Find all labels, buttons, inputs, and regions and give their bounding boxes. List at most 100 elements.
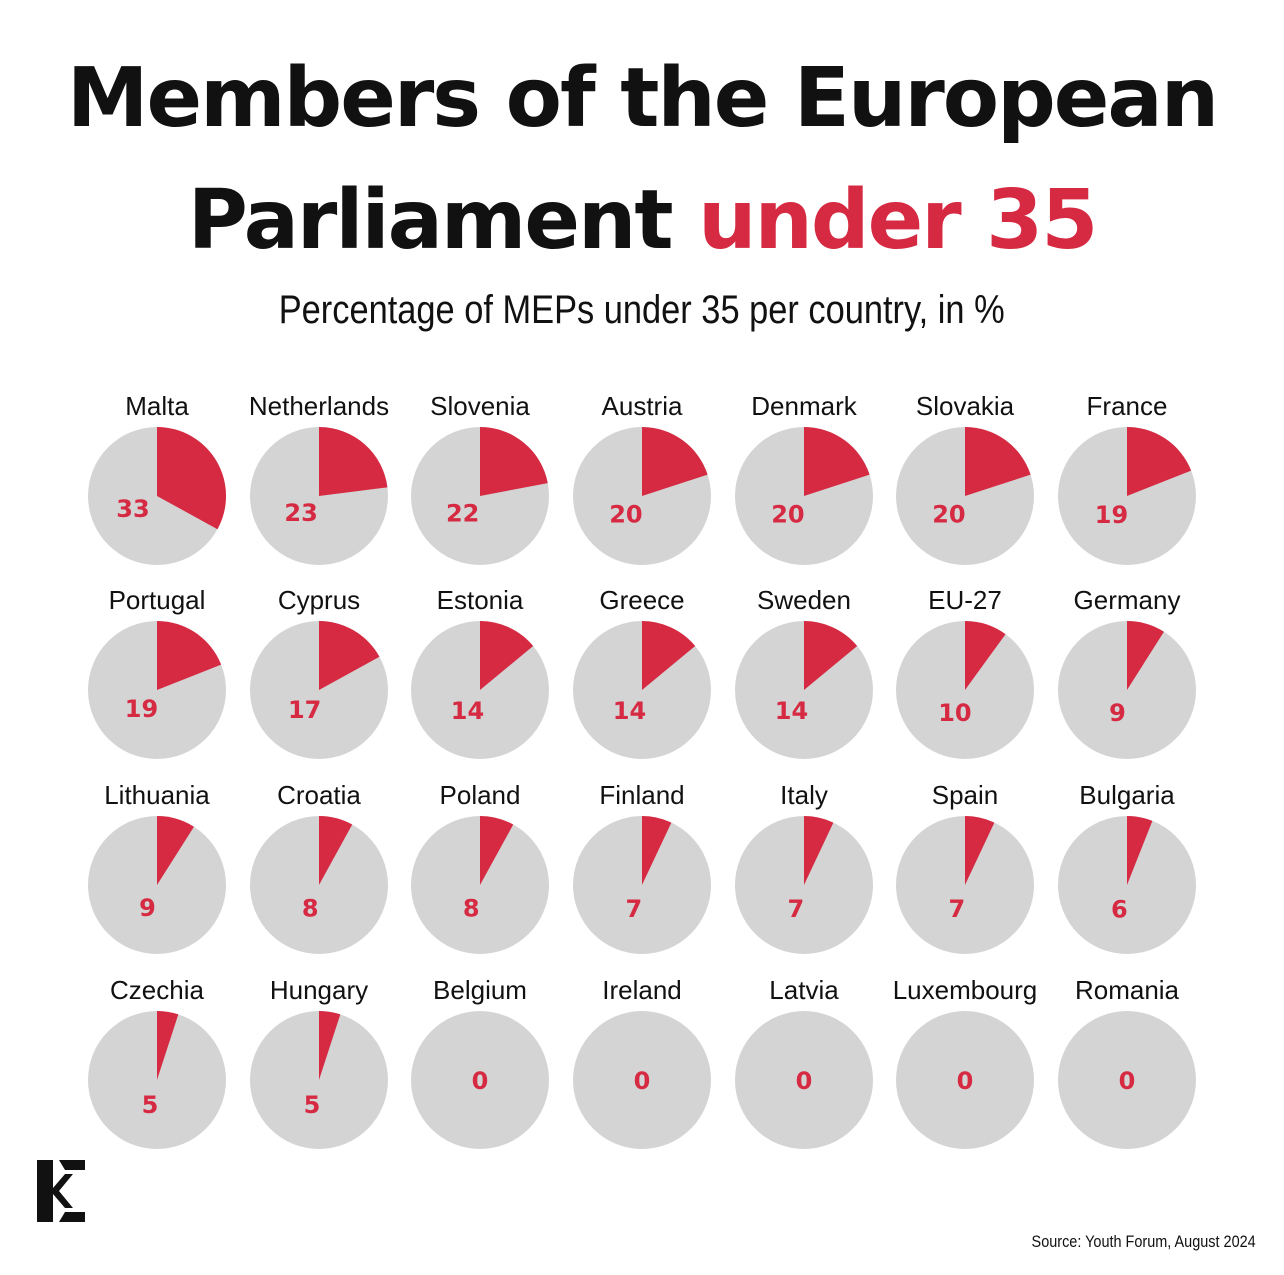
value-label: 14 [613, 697, 646, 725]
publisher-logo: E [35, 1160, 87, 1227]
pie-eu-27: 10 EU-27 [896, 585, 1034, 759]
value-label: 33 [116, 495, 149, 523]
pie-slice-under-35 [157, 816, 194, 885]
pie-bulgaria: 6 Bulgaria [1058, 780, 1196, 954]
value-label: 0 [634, 1067, 651, 1095]
country-label: Germany [1074, 585, 1181, 615]
country-label: Slovenia [430, 391, 530, 421]
value-label: 0 [796, 1067, 813, 1095]
value-label: 14 [451, 697, 484, 725]
title-line2-plain: Parliament [187, 173, 674, 268]
value-label: 20 [932, 501, 965, 529]
value-label: 19 [1095, 501, 1128, 529]
pie-slice-under-35 [319, 1011, 341, 1080]
country-label: Croatia [277, 780, 361, 810]
country-label: Luxembourg [893, 975, 1038, 1005]
country-label: Estonia [437, 585, 524, 615]
pie-sweden: 14 Sweden [735, 585, 873, 759]
pie-slice-under-35 [319, 816, 353, 885]
pie-slice-under-35 [319, 427, 388, 496]
country-label: Hungary [270, 975, 368, 1005]
pie-slice-under-35 [965, 621, 1006, 690]
pie-portugal: 19 Portugal [88, 585, 226, 759]
country-label: Belgium [433, 975, 527, 1005]
pie-background [411, 1011, 549, 1149]
logo-letter: E [35, 1160, 36, 1161]
country-label: Denmark [751, 391, 857, 421]
country-label: Sweden [757, 585, 851, 615]
country-label: Malta [125, 391, 189, 421]
value-label: 14 [775, 697, 808, 725]
value-label: 9 [139, 894, 156, 922]
value-label: 7 [948, 895, 965, 923]
country-label: Italy [780, 780, 828, 810]
country-label: Bulgaria [1079, 780, 1175, 810]
pie-france: 19 France [1058, 391, 1196, 565]
title-line2-accent: under 35 [698, 173, 1098, 268]
value-label: 0 [472, 1067, 489, 1095]
pie-belgium: 0 Belgium [411, 975, 549, 1149]
value-label: 20 [771, 501, 804, 529]
pie-finland: 7 Finland [573, 780, 711, 954]
pie-romania: 0 Romania [1058, 975, 1196, 1149]
title-line1-text: Members of the European [66, 51, 1219, 146]
pie-cyprus: 17 Cyprus [250, 585, 388, 759]
pie-background [896, 1011, 1034, 1149]
page-title-line2: Parliament under 35 [0, 180, 1284, 262]
pie-slice-under-35 [157, 1011, 179, 1080]
pie-slice-under-35 [965, 427, 1031, 496]
pie-slice-under-35 [480, 816, 514, 885]
pie-netherlands: 23 Netherlands [249, 391, 389, 565]
country-label: Romania [1075, 975, 1180, 1005]
country-label: EU-27 [928, 585, 1002, 615]
pie-czechia: 5 Czechia [88, 975, 226, 1149]
value-label: 9 [1109, 699, 1126, 727]
country-label: France [1087, 391, 1168, 421]
pie-poland: 8 Poland [411, 780, 549, 954]
pie-background [573, 1011, 711, 1149]
pie-luxembourg: 0 Luxembourg [893, 975, 1038, 1149]
pie-slice-under-35 [1127, 427, 1192, 496]
country-label: Spain [932, 780, 999, 810]
country-label: Ireland [602, 975, 682, 1005]
country-label: Czechia [110, 975, 204, 1005]
pie-italy: 7 Italy [735, 780, 873, 954]
pie-slice-under-35 [804, 816, 834, 885]
pie-slice-under-35 [1127, 816, 1153, 885]
value-label: 5 [142, 1091, 159, 1119]
country-label: Netherlands [249, 391, 389, 421]
value-label: 8 [463, 895, 480, 923]
pie-denmark: 20 Denmark [735, 391, 873, 565]
pie-slice-under-35 [480, 621, 534, 690]
pie-slice-under-35 [804, 427, 870, 496]
pie-slice-under-35 [319, 620, 380, 690]
pie-croatia: 8 Croatia [250, 780, 388, 954]
pie-background [1058, 1011, 1196, 1149]
value-label: 7 [787, 895, 804, 923]
value-label: 8 [302, 895, 319, 923]
value-label: 0 [1119, 1067, 1136, 1095]
pie-greece: 14 Greece [573, 585, 711, 759]
pie-estonia: 14 Estonia [411, 585, 549, 759]
pie-slice-under-35 [157, 621, 222, 690]
pie-spain: 7 Spain [896, 780, 1034, 954]
pie-malta: 33 Malta [88, 391, 227, 565]
chart-subtitle: Percentage of MEPs under 35 per country,… [278, 288, 1005, 332]
pie-slice-under-35 [480, 426, 548, 496]
pie-slice-under-35 [965, 816, 995, 885]
value-label: 22 [446, 500, 479, 528]
value-label: 7 [625, 895, 642, 923]
pie-slice-under-35 [804, 621, 858, 690]
country-label: Portugal [109, 585, 206, 615]
pie-latvia: 0 Latvia [735, 975, 873, 1149]
pie-ireland: 0 Ireland [573, 975, 711, 1149]
value-label: 10 [938, 699, 971, 727]
value-label: 0 [957, 1067, 974, 1095]
value-label: 6 [1111, 896, 1128, 924]
value-label: 19 [125, 695, 158, 723]
logo-e-icon: E [35, 1160, 85, 1222]
value-label: 23 [284, 499, 317, 527]
pie-slovakia: 20 Slovakia [896, 391, 1034, 565]
country-label: Austria [602, 391, 683, 421]
pie-slice-under-35 [642, 816, 672, 885]
